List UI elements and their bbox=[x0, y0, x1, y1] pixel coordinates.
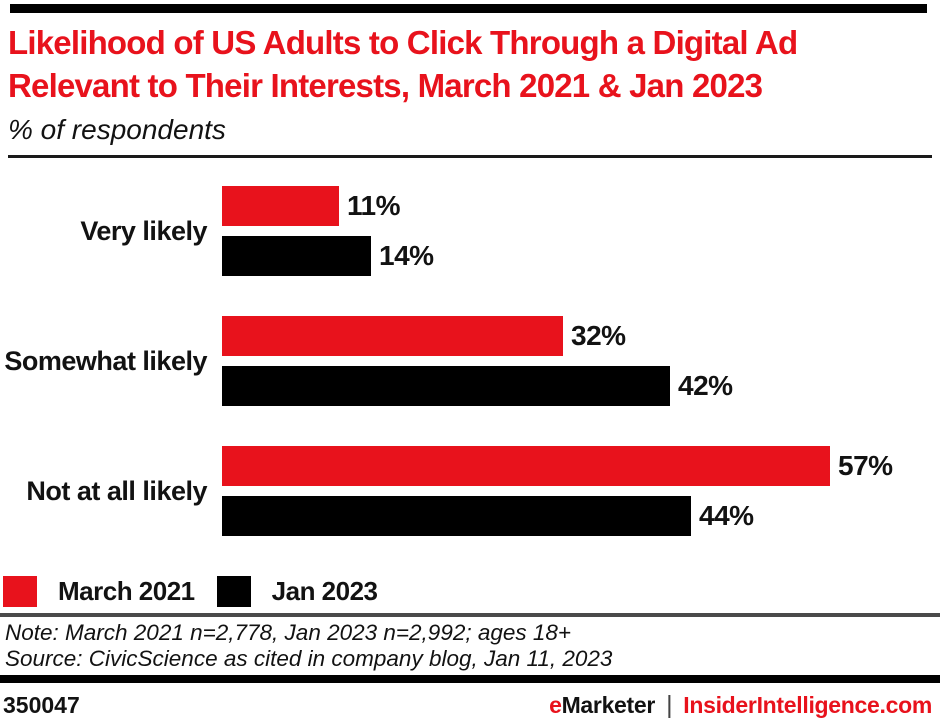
brand-separator: | bbox=[666, 691, 673, 719]
bar-row: 42% bbox=[222, 366, 733, 406]
value-label: 42% bbox=[678, 370, 733, 401]
bar-row: 32% bbox=[222, 316, 733, 356]
chart-id: 350047 bbox=[3, 692, 80, 718]
value-label: 32% bbox=[571, 320, 626, 351]
chart-title-line2: Relevant to Their Interests, March 2021 … bbox=[8, 67, 763, 104]
bar-row: 57% bbox=[222, 446, 893, 486]
brand-logos: eMarketer | InsiderIntelligence.com bbox=[549, 691, 932, 720]
bar-jan-2023 bbox=[222, 496, 691, 536]
bar-chart: Very likely 11% 14% Somewhat likely 32% 42% No… bbox=[0, 158, 940, 536]
category-label: Somewhat likely bbox=[4, 345, 207, 376]
value-label: 57% bbox=[838, 450, 893, 481]
category-group: Somewhat likely 32% 42% bbox=[0, 316, 940, 406]
legend: March 2021 Jan 2023 bbox=[0, 576, 940, 607]
bar-jan-2023 bbox=[222, 236, 371, 276]
chart-title-line1: Likelihood of US Adults to Click Through… bbox=[8, 24, 798, 61]
legend-divider bbox=[0, 613, 940, 617]
footnotes: Note: March 2021 n=2,778, Jan 2023 n=2,9… bbox=[0, 620, 940, 672]
bar-march-2021 bbox=[222, 316, 563, 356]
bar-row: 14% bbox=[222, 236, 434, 276]
bar-row: 44% bbox=[222, 496, 893, 536]
emarketer-logo-e: e bbox=[549, 692, 562, 718]
legend-item: Jan 2023 bbox=[216, 576, 378, 607]
value-label: 44% bbox=[699, 500, 754, 531]
bar-march-2021 bbox=[222, 446, 830, 486]
bar-jan-2023 bbox=[222, 366, 670, 406]
bar-row: 11% bbox=[222, 186, 434, 226]
footer: 350047 eMarketer | InsiderIntelligence.c… bbox=[0, 683, 940, 720]
chart-subtitle: % of respondents bbox=[8, 114, 226, 145]
note-text: Note: March 2021 n=2,778, Jan 2023 n=2,9… bbox=[5, 620, 572, 645]
legend-label: March 2021 bbox=[58, 576, 195, 606]
source-text: Source: CivicScience as cited in company… bbox=[5, 646, 613, 671]
category-label: Very likely bbox=[80, 215, 207, 246]
chart-header: Likelihood of US Adults to Click Through… bbox=[0, 21, 940, 147]
category-label: Not at all likely bbox=[26, 475, 207, 506]
bar-pair: 11% 14% bbox=[222, 186, 434, 276]
value-label: 14% bbox=[379, 240, 434, 271]
legend-item: March 2021 bbox=[3, 576, 195, 607]
footer-divider bbox=[0, 675, 940, 683]
insider-intelligence-link[interactable]: InsiderIntelligence.com bbox=[683, 692, 932, 718]
header-divider bbox=[8, 155, 932, 158]
category-group: Not at all likely 57% 44% bbox=[0, 446, 940, 536]
bar-pair: 57% 44% bbox=[222, 446, 893, 536]
legend-swatch bbox=[216, 576, 251, 607]
emarketer-logo[interactable]: eMarketer bbox=[549, 692, 655, 719]
top-accent-bar bbox=[10, 4, 927, 13]
bar-march-2021 bbox=[222, 186, 339, 226]
category-group: Very likely 11% 14% bbox=[0, 186, 940, 276]
legend-swatch bbox=[3, 576, 37, 607]
value-label: 11% bbox=[347, 190, 401, 221]
bar-pair: 32% 42% bbox=[222, 316, 733, 406]
legend-label: Jan 2023 bbox=[271, 576, 378, 606]
chart-title: Likelihood of US Adults to Click Through… bbox=[8, 21, 932, 107]
emarketer-logo-rest: Marketer bbox=[561, 692, 656, 718]
